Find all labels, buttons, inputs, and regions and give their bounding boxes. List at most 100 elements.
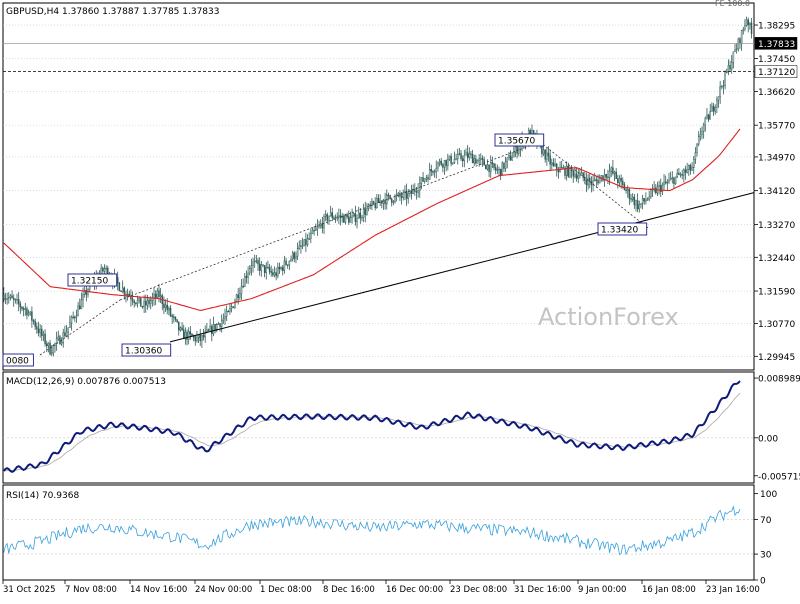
candle-body xyxy=(706,114,708,119)
candle-body xyxy=(45,343,48,347)
candle-body xyxy=(684,169,687,173)
candle-body xyxy=(593,179,596,182)
candle-body xyxy=(666,181,669,184)
candle-body xyxy=(80,299,83,310)
candle-body xyxy=(691,167,693,171)
candle-body xyxy=(745,19,748,26)
candle-body xyxy=(730,62,733,70)
candle-body xyxy=(82,294,84,300)
candle-body xyxy=(361,216,363,219)
candle-body xyxy=(179,327,182,331)
candle-body xyxy=(473,158,475,164)
candle-body xyxy=(310,233,312,239)
candle-body xyxy=(296,248,299,257)
candle-body xyxy=(168,307,170,311)
candle-body xyxy=(668,179,670,183)
candle-body xyxy=(460,153,462,160)
candle-body xyxy=(240,285,243,294)
candle-body xyxy=(17,299,20,305)
candle-body xyxy=(49,342,51,355)
candle-body xyxy=(701,131,703,135)
candle-body xyxy=(37,328,40,334)
candle-body xyxy=(222,318,225,322)
candle-body xyxy=(171,315,173,318)
candle-body xyxy=(727,65,730,73)
candle-body xyxy=(582,172,584,178)
price-annotation-box xyxy=(67,273,118,287)
candle-body xyxy=(508,155,510,159)
candle-body xyxy=(159,295,162,298)
candle-body xyxy=(54,343,56,346)
candle-body xyxy=(229,308,231,312)
candle-body xyxy=(252,261,254,266)
candle-body xyxy=(308,238,310,240)
candle-body xyxy=(346,214,348,217)
candle-body xyxy=(311,230,314,234)
candle-body xyxy=(260,264,263,271)
candle-body xyxy=(696,143,698,153)
candle-body xyxy=(655,187,657,194)
candle-body xyxy=(435,167,438,172)
candle-body xyxy=(442,164,444,168)
candle-body xyxy=(504,161,507,169)
candle-body xyxy=(321,223,324,229)
candle-body xyxy=(509,155,512,161)
candle-body xyxy=(293,252,296,259)
candle-body xyxy=(126,293,129,296)
candle-body xyxy=(734,49,736,53)
candle-body xyxy=(636,200,639,210)
current-price-badge: 1.37833 xyxy=(758,40,795,50)
candle-body xyxy=(369,204,371,206)
candle-body xyxy=(206,329,208,332)
candle-body xyxy=(278,266,281,270)
rsi-tick-label: 100 xyxy=(760,490,777,500)
candle-body xyxy=(128,293,131,296)
price-tick-label: 1.36620 xyxy=(758,88,795,98)
candle-body xyxy=(485,164,487,170)
candle-body xyxy=(258,263,261,271)
candle-body xyxy=(430,169,433,172)
candle-body xyxy=(230,306,233,309)
candle-body xyxy=(192,336,195,338)
candle-body xyxy=(699,134,702,137)
candle-body xyxy=(149,300,152,304)
candle-body xyxy=(565,165,568,176)
candle-body xyxy=(295,255,297,259)
candle-body xyxy=(232,306,234,308)
candle-body xyxy=(250,265,253,269)
candle-body xyxy=(31,311,33,321)
macd-main-line xyxy=(3,380,741,474)
candle-body xyxy=(305,239,307,246)
candle-body xyxy=(336,216,338,218)
candle-body xyxy=(659,185,662,192)
candle-body xyxy=(717,96,720,101)
candle-body xyxy=(605,174,608,178)
candle-body xyxy=(328,215,330,221)
candle-body xyxy=(214,323,216,330)
candle-body xyxy=(16,299,18,301)
candle-body xyxy=(587,177,589,186)
candle-body xyxy=(197,334,200,338)
candle-body xyxy=(589,177,591,182)
candle-body xyxy=(506,157,508,162)
x-tick-label: 23 Dec 08:00 xyxy=(450,585,507,595)
x-tick-label: 31 Oct 2025 xyxy=(3,585,56,595)
candle-body xyxy=(579,173,581,177)
x-tick-label: 1 Dec 08:00 xyxy=(260,585,312,595)
candle-body xyxy=(592,180,594,186)
candle-body xyxy=(683,169,685,176)
candle-body xyxy=(392,201,395,203)
candle-body xyxy=(620,178,622,182)
candle-body xyxy=(448,155,451,160)
candle-body xyxy=(376,198,378,208)
candle-body xyxy=(103,268,106,272)
candle-body xyxy=(257,260,259,265)
candle-body xyxy=(234,301,236,308)
candle-body xyxy=(452,162,454,164)
candle-body xyxy=(59,336,61,345)
candle-body xyxy=(212,323,215,335)
x-tick-label: 9 Jan 00:00 xyxy=(578,585,626,595)
candle-body xyxy=(143,301,145,308)
candle-body xyxy=(249,268,251,274)
candle-body xyxy=(3,294,5,301)
